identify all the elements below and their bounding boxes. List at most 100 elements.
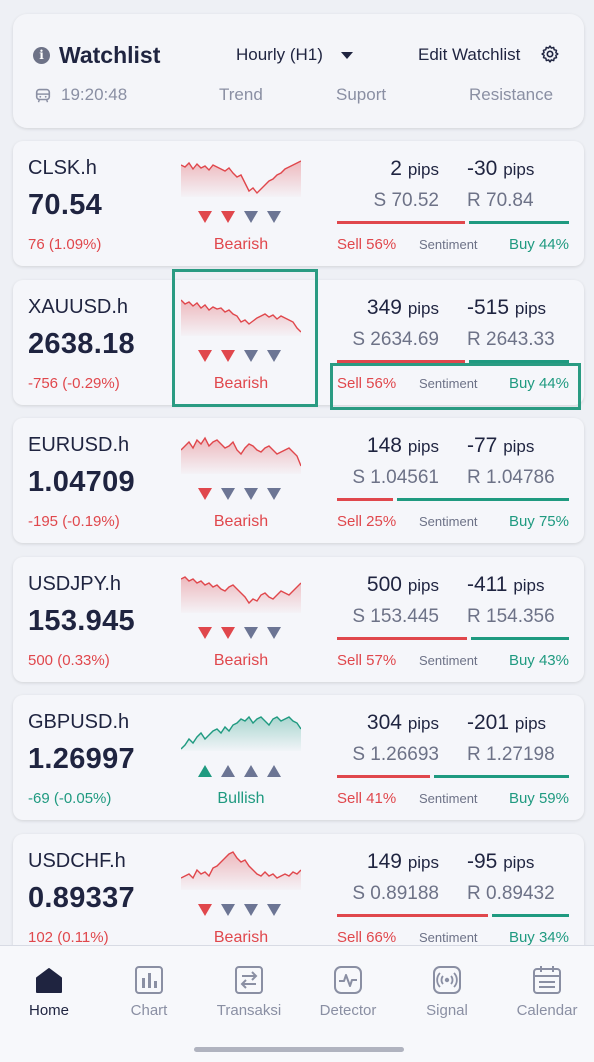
sentiment-label: Sentiment (419, 375, 478, 391)
sell-sentiment-bar (337, 221, 465, 224)
symbol-name: USDCHF.h (28, 849, 126, 872)
trend-triangle-icon (221, 488, 235, 500)
buy-sentiment: Buy 34% (508, 928, 569, 946)
support-pips: 148 pips (337, 434, 439, 458)
sentiment-label: Sentiment (419, 791, 478, 806)
resistance-level: R 154.356 (467, 605, 555, 627)
buy-sentiment-bar (469, 359, 569, 363)
buy-sentiment: Buy 75% (508, 513, 569, 530)
pips-unit: pips (407, 160, 439, 179)
price-change: 76 (1.09%) (28, 236, 102, 253)
nav-item-transaksi[interactable]: Transaksi (204, 964, 294, 1019)
buy-sentiment-bar (469, 221, 569, 224)
watchlist-row[interactable]: CLSK.h 70.54 76 (1.09%) Bearish 2 pips -… (13, 141, 584, 266)
support-pips-value: 2 (390, 157, 402, 180)
symbol-name: XAUUSD.h (28, 295, 129, 318)
sparkline-chart (181, 299, 301, 336)
highlight-sentiment-box (330, 363, 581, 410)
sell-sentiment: Sell 41% (337, 790, 397, 807)
watchlist-row[interactable]: USDCHF.h 0.89337 102 (0.11%) Bearish 149… (13, 833, 584, 959)
trend-triangle-icon (221, 211, 235, 223)
nav-label: Signal (426, 1002, 468, 1019)
info-icon[interactable]: i (33, 47, 50, 64)
pulse-icon (334, 966, 362, 994)
pips-unit: pips (407, 852, 439, 872)
sell-sentiment-bar (337, 359, 465, 363)
watchlist-row[interactable]: USDJPY.h 153.945 500 (0.33%) Bearish 500… (13, 556, 584, 682)
support-pips: 149 pips (337, 850, 439, 874)
nav-item-chart[interactable]: Chart (104, 964, 194, 1019)
support-level: S 2634.69 (352, 328, 439, 350)
server-time: 19:20:48 (61, 85, 128, 104)
resistance-pips: -95 pips (467, 850, 534, 874)
server-clock-icon (35, 88, 51, 103)
chevron-down-icon[interactable] (341, 52, 353, 59)
resistance-pips-value: -515 (467, 295, 510, 319)
trend-triangle-icon (244, 903, 258, 916)
current-price: 0.89337 (28, 881, 135, 914)
resistance-pips: -201 pips (467, 711, 546, 735)
trend-label: Bearish (213, 651, 269, 669)
support-pips: 304 pips (337, 711, 439, 735)
buy-sentiment: Buy 59% (508, 790, 569, 807)
price-change: 500 (0.33%) (28, 651, 110, 669)
buy-sentiment-bar (397, 498, 569, 501)
sparkline-chart (181, 436, 301, 474)
trend-triangle-icon (244, 349, 258, 362)
edit-watchlist-button[interactable]: Edit Watchlist (418, 45, 521, 64)
trend-triangle-icon (267, 488, 281, 500)
trend-triangle-icon (198, 765, 212, 777)
trend-strength-indicator (198, 488, 281, 500)
nav-item-home[interactable]: Home (4, 964, 94, 1019)
sentiment-label: Sentiment (419, 237, 478, 252)
nav-label: Transaksi (216, 1002, 282, 1019)
buy-sentiment-bar (471, 636, 569, 640)
trend-label: Bearish (213, 374, 269, 392)
support-pips-value: 149 (366, 849, 402, 873)
support-pips: 500 pips (337, 573, 439, 597)
sentiment-label: Sentiment (419, 929, 478, 945)
page-title: Watchlist (59, 42, 161, 68)
nav-label: Detector (319, 1002, 377, 1019)
support-pips-value: 500 (366, 572, 402, 596)
resistance-level: R 1.04786 (467, 467, 555, 488)
pips-unit: pips (407, 437, 439, 456)
nav-item-signal[interactable]: Signal (402, 964, 492, 1019)
resistance-pips: -515 pips (467, 296, 546, 320)
current-price: 2638.18 (28, 327, 135, 360)
sell-sentiment: Sell 56% (337, 374, 397, 392)
trend-triangle-icon (267, 349, 281, 362)
trend-triangle-icon (244, 765, 258, 777)
trend-triangle-icon (244, 488, 258, 500)
trend-strength-indicator (198, 626, 281, 639)
sell-sentiment: Sell 66% (337, 928, 397, 946)
support-pips: 2 pips (337, 157, 439, 181)
pips-unit: pips (407, 298, 439, 318)
nav-item-detector[interactable]: Detector (303, 964, 393, 1019)
watchlist-row[interactable]: EURUSD.h 1.04709 -195 (-0.19%) Bearish 1… (13, 418, 584, 543)
watchlist-row[interactable]: XAUUSD.h 2638.18 -756 (-0.29%) Bearish 3… (13, 279, 584, 405)
support-level: S 0.89188 (352, 882, 439, 904)
watchlist-row[interactable]: GBPUSD.h 1.26997 -69 (-0.05%) Bullish 30… (13, 695, 584, 820)
trend-label: Bearish (213, 928, 269, 946)
trend-label: Bullish (217, 790, 265, 807)
trend-triangle-icon (221, 349, 235, 362)
highlight-trend-box (172, 269, 318, 407)
current-price: 1.26997 (28, 743, 135, 775)
buy-sentiment: Buy 44% (508, 374, 569, 392)
resistance-pips: -30 pips (467, 157, 534, 181)
trend-strength-indicator (198, 349, 281, 362)
support-pips-value: 349 (366, 295, 402, 319)
current-price: 70.54 (28, 189, 103, 221)
sell-sentiment-bar (337, 636, 467, 640)
column-header-support: Suport (336, 85, 387, 104)
buy-sentiment-bar (434, 775, 569, 778)
transfer-icon (235, 966, 263, 994)
timeframe-dropdown[interactable]: Hourly (H1) (236, 45, 323, 64)
nav-item-calendar[interactable]: Calendar (502, 964, 592, 1019)
gear-icon[interactable] (540, 44, 560, 64)
sentiment-label: Sentiment (419, 652, 478, 668)
support-pips-value: 304 (366, 711, 402, 734)
watchlist-header: i Watchlist Hourly (H1) Edit Watchlist 1… (13, 14, 584, 128)
pips-unit: pips (503, 437, 535, 456)
